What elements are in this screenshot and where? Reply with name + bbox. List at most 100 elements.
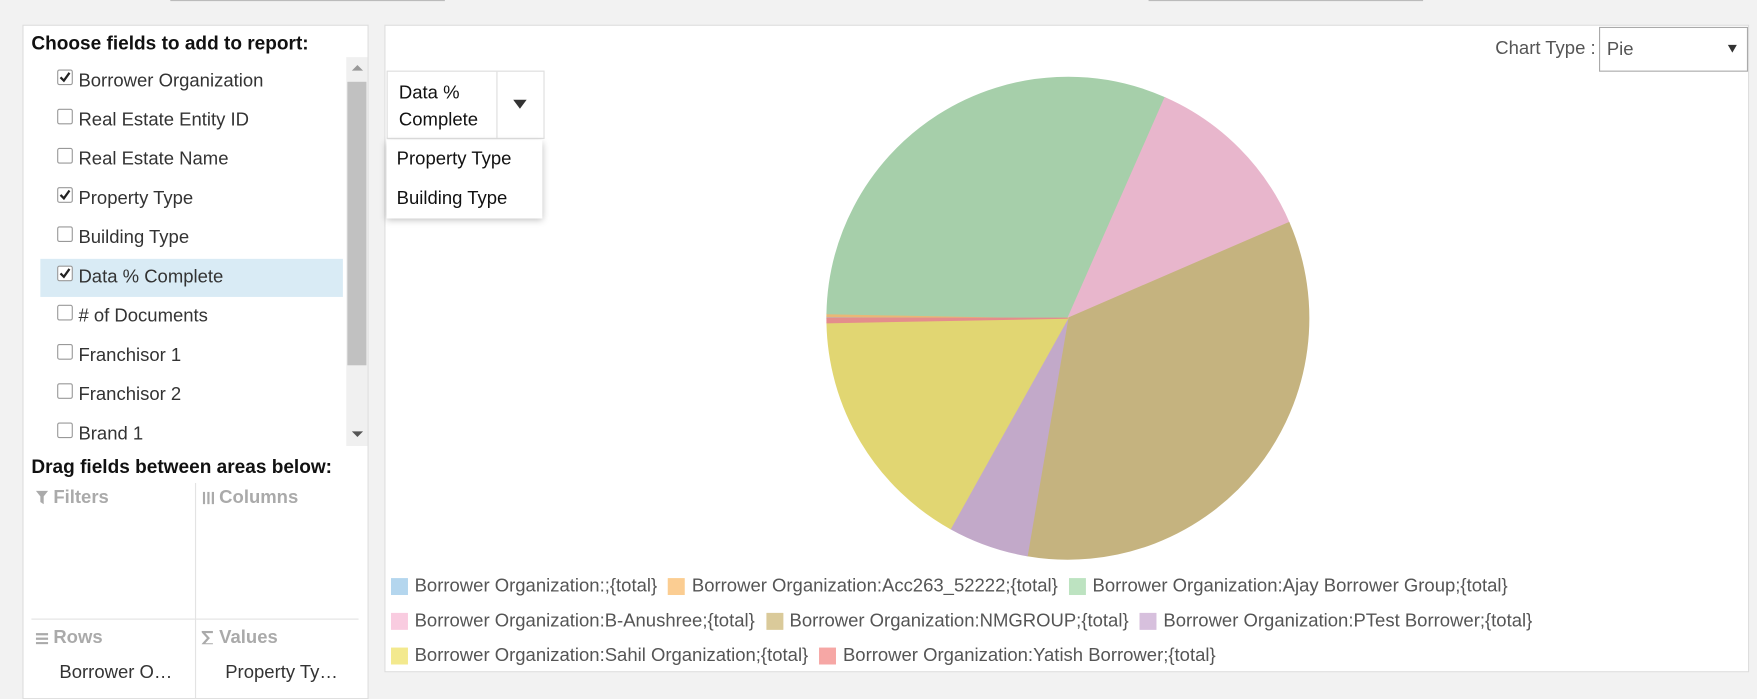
- field-label: Building Type: [78, 227, 190, 248]
- checkmark: [59, 268, 71, 279]
- checkbox[interactable]: [57, 265, 73, 282]
- measure-dropdown[interactable]: Data % Complete: [386, 70, 545, 139]
- legend: Borrower Organization:;{total} Borrower O…: [391, 569, 1618, 673]
- field-panel: Choose fields to add to report: Borrower…: [22, 24, 369, 699]
- select-value: Pie: [1606, 39, 1634, 60]
- dropdown-menu: Property Type Building Type: [386, 140, 543, 219]
- legend-item[interactable]: Borrower Organization:Acc263_52222;{tota…: [668, 569, 1058, 604]
- field-row[interactable]: Franchisor 2: [40, 377, 343, 415]
- checkbox[interactable]: [57, 147, 73, 164]
- legend-label: Borrower Organization:Yatish Borrower;{t…: [842, 645, 1216, 666]
- field-list: Borrower Organization Real Estate Entity …: [24, 63, 349, 450]
- scroll-thumb[interactable]: [347, 81, 367, 366]
- checkmark: [59, 72, 71, 83]
- chart-type-select[interactable]: Pie: [1599, 26, 1749, 72]
- field-label: # of Documents: [78, 305, 208, 327]
- chart-type-label: Chart Type :: [1495, 38, 1596, 59]
- field-label: Brand 1: [78, 423, 144, 444]
- chart-panel: Chart Type : Pie Data % Complete Propert…: [384, 24, 1750, 673]
- checkbox[interactable]: [57, 69, 73, 86]
- field-row[interactable]: Franchisor 1: [40, 337, 343, 375]
- columns-area[interactable]: Columns: [202, 487, 299, 508]
- legend-swatch: [391, 578, 408, 596]
- legend-item[interactable]: Borrower Organization:B-Anushree;{total}: [391, 604, 755, 639]
- legend-item[interactable]: Borrower Organization:PTest Borrower;{to…: [1139, 604, 1533, 639]
- field-row[interactable]: Real Estate Entity ID: [40, 102, 343, 140]
- legend-label: Borrower Organization:;{total}: [414, 575, 658, 597]
- field-row[interactable]: Data % Complete: [40, 258, 343, 297]
- checkbox[interactable]: [57, 383, 73, 399]
- columns-icon: [202, 491, 215, 505]
- menu-option[interactable]: Building Type: [396, 188, 508, 209]
- field-label: Property Type: [78, 188, 194, 209]
- value-field[interactable]: Property Ty…: [225, 662, 338, 683]
- rows-area[interactable]: Rows: [35, 627, 103, 649]
- filters-area[interactable]: Filters: [35, 487, 109, 508]
- select-arrow: [1727, 44, 1737, 53]
- legend-swatch: [668, 578, 686, 596]
- field-label: Real Estate Name: [78, 149, 229, 170]
- divider: [31, 618, 359, 620]
- legend-label: Borrower Organization:Sahil Organization…: [414, 645, 809, 666]
- legend-swatch: [819, 647, 837, 665]
- field-row[interactable]: Real Estate Name: [40, 141, 343, 179]
- filter-icon: [35, 490, 49, 505]
- scroll-down[interactable]: [351, 431, 364, 438]
- pie-chart: [826, 76, 1310, 560]
- field-label: Borrower Organization: [78, 70, 264, 91]
- field-label: Data % Complete: [78, 266, 224, 287]
- field-row[interactable]: Property Type: [40, 180, 343, 218]
- field-row[interactable]: # of Documents: [40, 298, 343, 336]
- legend-item[interactable]: Borrower Organization:Ajay Borrower Grou…: [1068, 569, 1508, 604]
- pie-slice[interactable]: [826, 76, 1166, 319]
- check-path: [59, 72, 71, 83]
- sigma-icon: [200, 630, 213, 646]
- values-area[interactable]: Values: [200, 628, 278, 649]
- menu-option[interactable]: Property Type: [396, 149, 512, 170]
- divider: [194, 482, 197, 699]
- top-border: [170, 0, 445, 2]
- legend-label: Borrower Organization:Ajay Borrower Grou…: [1092, 575, 1508, 597]
- pie-slice[interactable]: [1066, 96, 1290, 320]
- legend-item[interactable]: Borrower Organization:Sahil Organization…: [391, 639, 808, 674]
- divider: [496, 71, 498, 138]
- field-label: Real Estate Entity ID: [78, 109, 250, 130]
- checkbox[interactable]: [57, 226, 73, 243]
- row-field[interactable]: Borrower O…: [59, 662, 173, 683]
- scroll-up[interactable]: [351, 64, 364, 71]
- checkbox[interactable]: [57, 108, 73, 125]
- top-border: [1148, 0, 1424, 2]
- field-row[interactable]: Borrower Organization: [40, 63, 343, 101]
- checkbox[interactable]: [57, 422, 73, 439]
- check-path: [59, 189, 71, 201]
- field-row[interactable]: Brand 1: [40, 416, 343, 454]
- checkbox[interactable]: [57, 344, 73, 360]
- area-label: Filters: [53, 487, 109, 508]
- area-label: Rows: [53, 627, 103, 648]
- scrollbar[interactable]: [346, 57, 368, 446]
- dropdown-selected: Data % Complete: [398, 82, 479, 130]
- field-label: Franchisor 2: [78, 384, 182, 405]
- pie-slice[interactable]: [1026, 221, 1310, 560]
- legend-label: Borrower Organization:Acc263_52222;{tota…: [691, 575, 1058, 597]
- legend-swatch: [1068, 578, 1086, 596]
- field-row[interactable]: Building Type: [40, 220, 343, 258]
- legend-swatch: [391, 612, 408, 630]
- legend-swatch: [1139, 612, 1157, 630]
- checkbox[interactable]: [57, 187, 73, 203]
- legend-item[interactable]: Borrower Organization:NMGROUP;{total}: [765, 604, 1129, 639]
- checkmark: [59, 189, 71, 201]
- legend-swatch: [765, 612, 783, 630]
- legend-label: Borrower Organization:PTest Borrower;{to…: [1163, 610, 1533, 631]
- areas-title: Drag fields between areas below:: [31, 456, 333, 478]
- pie-slice[interactable]: [826, 317, 1069, 530]
- area-label: Columns: [219, 487, 299, 508]
- dropdown-arrow: [513, 99, 527, 109]
- legend-item[interactable]: Borrower Organization:;{total}: [391, 569, 657, 604]
- checkbox[interactable]: [57, 304, 73, 321]
- legend-item[interactable]: Borrower Organization:Yatish Borrower;{t…: [819, 639, 1216, 674]
- rows-icon: [35, 633, 49, 645]
- pie-slice[interactable]: [826, 317, 1068, 324]
